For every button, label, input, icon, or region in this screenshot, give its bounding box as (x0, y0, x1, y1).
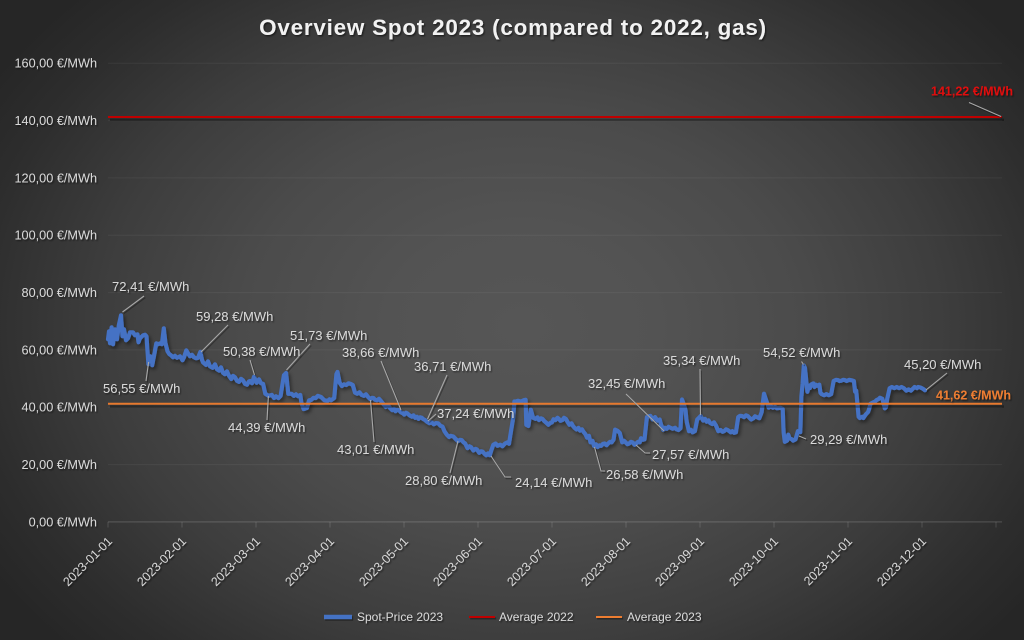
svg-text:2023-08-01: 2023-08-01 (578, 534, 633, 589)
svg-text:43,01 €/MWh: 43,01 €/MWh (337, 442, 414, 457)
svg-text:Average 2023: Average 2023 (627, 610, 702, 624)
svg-text:56,55 €/MWh: 56,55 €/MWh (103, 381, 180, 396)
svg-text:2023-12-01: 2023-12-01 (874, 534, 929, 589)
svg-text:0,00 €/MWh: 0,00 €/MWh (29, 515, 97, 529)
svg-text:Overview Spot 2023 (compared t: Overview Spot 2023 (compared to 2022, ga… (259, 15, 767, 40)
svg-text:50,38 €/MWh: 50,38 €/MWh (223, 344, 300, 359)
svg-text:45,20 €/MWh: 45,20 €/MWh (904, 357, 981, 372)
svg-text:100,00 €/MWh: 100,00 €/MWh (14, 229, 97, 243)
svg-text:2023-11-01: 2023-11-01 (801, 534, 855, 588)
svg-text:20,00 €/MWh: 20,00 €/MWh (22, 458, 97, 472)
svg-text:120,00 €/MWh: 120,00 €/MWh (14, 171, 97, 185)
svg-text:160,00 €/MWh: 160,00 €/MWh (14, 57, 97, 71)
svg-text:2023-07-01: 2023-07-01 (504, 534, 559, 589)
svg-text:26,58 €/MWh: 26,58 €/MWh (606, 467, 683, 482)
svg-text:29,29 €/MWh: 29,29 €/MWh (810, 432, 887, 447)
svg-text:2023-09-01: 2023-09-01 (652, 534, 707, 589)
svg-text:Average 2022: Average 2022 (499, 610, 574, 624)
svg-text:41,62 €/MWh: 41,62 €/MWh (936, 389, 1011, 403)
svg-text:24,14 €/MWh: 24,14 €/MWh (515, 475, 592, 490)
svg-text:40,00 €/MWh: 40,00 €/MWh (22, 401, 97, 415)
svg-text:141,22 €/MWh: 141,22 €/MWh (931, 85, 1013, 99)
svg-text:80,00 €/MWh: 80,00 €/MWh (22, 286, 97, 300)
svg-text:2023-10-01: 2023-10-01 (726, 534, 781, 589)
svg-text:2023-03-01: 2023-03-01 (208, 534, 263, 589)
svg-text:2023-04-01: 2023-04-01 (282, 534, 337, 589)
svg-text:140,00 €/MWh: 140,00 €/MWh (14, 114, 97, 128)
svg-text:59,28 €/MWh: 59,28 €/MWh (196, 309, 273, 324)
svg-text:37,24 €/MWh: 37,24 €/MWh (437, 406, 514, 421)
svg-text:44,39 €/MWh: 44,39 €/MWh (228, 420, 305, 435)
svg-text:28,80 €/MWh: 28,80 €/MWh (405, 473, 482, 488)
svg-text:2023-06-01: 2023-06-01 (430, 534, 485, 589)
svg-text:2023-02-01: 2023-02-01 (134, 534, 189, 589)
svg-text:2023-05-01: 2023-05-01 (356, 534, 411, 589)
svg-text:54,52 €/MWh: 54,52 €/MWh (763, 345, 840, 360)
svg-text:36,71 €/MWh: 36,71 €/MWh (414, 359, 491, 374)
svg-text:60,00 €/MWh: 60,00 €/MWh (22, 343, 97, 357)
svg-text:2023-01-01: 2023-01-01 (60, 534, 115, 589)
svg-text:27,57 €/MWh: 27,57 €/MWh (652, 447, 729, 462)
svg-text:51,73 €/MWh: 51,73 €/MWh (290, 328, 367, 343)
svg-text:72,41 €/MWh: 72,41 €/MWh (112, 279, 189, 294)
svg-text:38,66 €/MWh: 38,66 €/MWh (342, 345, 419, 360)
svg-text:Spot-Price 2023: Spot-Price 2023 (357, 610, 443, 624)
svg-text:35,34 €/MWh: 35,34 €/MWh (663, 353, 740, 368)
svg-text:32,45 €/MWh: 32,45 €/MWh (588, 376, 665, 391)
